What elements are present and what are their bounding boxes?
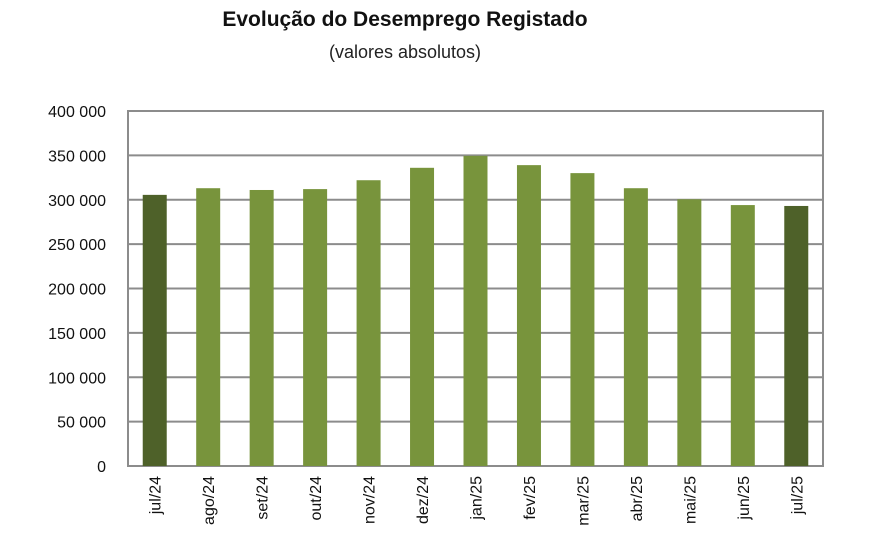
bar-jan-25 (463, 155, 488, 466)
bar-out-24 (303, 189, 328, 466)
bar-set-24 (249, 189, 274, 467)
bar-fev-25 (516, 165, 541, 466)
bar-mai-25 (677, 199, 702, 466)
y-tick-label: 200 000 (48, 282, 106, 299)
x-tick-label: mai/25 (682, 476, 699, 524)
x-tick-label: jul/24 (148, 476, 165, 515)
y-tick-label: 150 000 (48, 326, 106, 343)
x-tick-label: dez/24 (415, 476, 432, 524)
x-tick-label: out/24 (308, 476, 325, 521)
bar-jul-24 (142, 194, 167, 466)
y-tick-label: 100 000 (48, 370, 106, 387)
bar-abr-25 (623, 188, 648, 466)
chart-title: Evolução do Desemprego Registado (222, 8, 588, 31)
x-tick-label: jun/25 (736, 476, 753, 521)
y-tick-label: 250 000 (48, 237, 106, 254)
x-tick-label: abr/25 (629, 476, 646, 521)
x-tick-label: fev/25 (522, 476, 539, 520)
bar-ago-24 (196, 188, 221, 466)
y-tick-label: 350 000 (48, 148, 106, 165)
bar-nov-24 (356, 180, 381, 466)
x-tick-label: set/24 (255, 476, 272, 520)
bar-mar-25 (570, 173, 595, 466)
y-tick-label: 50 000 (57, 415, 106, 432)
x-tick-label: mar/25 (575, 476, 592, 526)
chart-subtitle: (valores absolutos) (328, 42, 482, 62)
x-tick-label: nov/24 (362, 476, 379, 524)
y-tick-label: 300 000 (48, 193, 106, 210)
bar-jul-25 (784, 205, 809, 466)
x-tick-label: ago/24 (201, 476, 218, 525)
y-tick-label: 0 (97, 459, 106, 476)
x-tick-label: jul/25 (789, 476, 806, 515)
x-tick-label: jan/25 (469, 476, 486, 521)
bar-dez-24 (410, 167, 435, 467)
y-tick-label: 400 000 (48, 104, 106, 121)
bar-jun-25 (730, 205, 755, 466)
